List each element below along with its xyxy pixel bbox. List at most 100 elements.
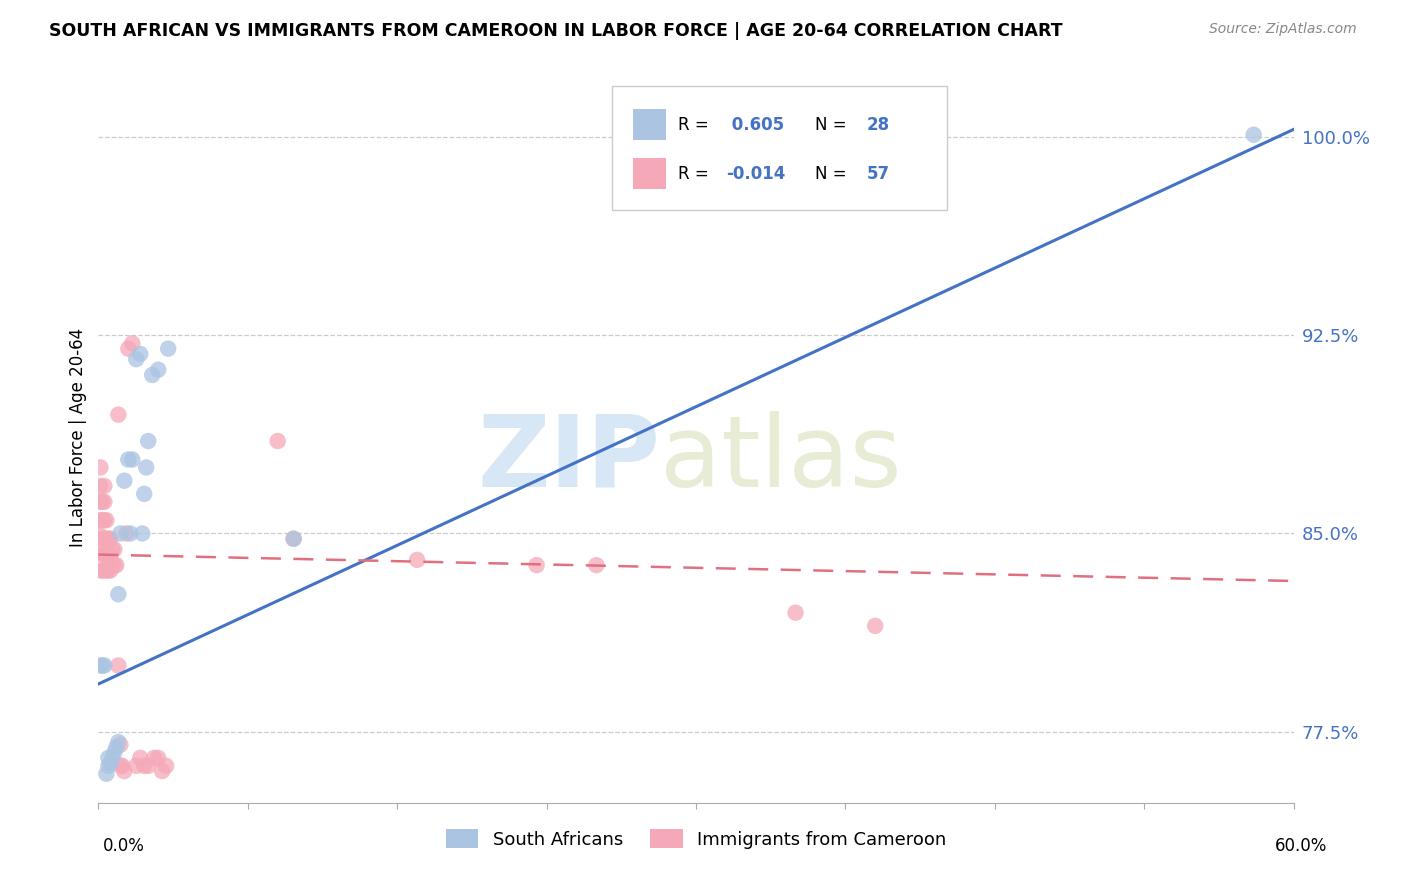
Text: SOUTH AFRICAN VS IMMIGRANTS FROM CAMEROON IN LABOR FORCE | AGE 20-64 CORRELATION: SOUTH AFRICAN VS IMMIGRANTS FROM CAMEROO…	[49, 22, 1063, 40]
Point	[96, 532, 118, 546]
Point	[93, 548, 115, 562]
Point	[91, 532, 114, 546]
Point	[111, 759, 134, 773]
Point	[125, 759, 148, 773]
Point	[105, 558, 128, 573]
Point	[103, 542, 125, 557]
Point	[93, 532, 115, 546]
Point	[98, 756, 122, 771]
Point	[91, 563, 114, 577]
Point	[112, 764, 135, 778]
Point	[98, 532, 122, 546]
Text: 60.0%: 60.0%	[1275, 837, 1327, 855]
Text: atlas: atlas	[661, 410, 901, 508]
Point	[148, 751, 170, 765]
Point	[89, 529, 111, 543]
Point	[267, 434, 290, 448]
Bar	[633, 110, 666, 140]
Text: -0.014: -0.014	[725, 165, 785, 183]
Point	[129, 751, 152, 765]
FancyBboxPatch shape	[613, 86, 948, 211]
Point	[526, 558, 548, 573]
Point	[96, 563, 118, 577]
Text: Source: ZipAtlas.com: Source: ZipAtlas.com	[1209, 22, 1357, 37]
Point	[117, 342, 139, 356]
Text: R =: R =	[678, 165, 714, 183]
Point	[117, 452, 139, 467]
Text: 28: 28	[868, 116, 890, 134]
Point	[135, 460, 157, 475]
Point	[101, 542, 124, 557]
Point	[89, 495, 111, 509]
Point	[98, 548, 122, 562]
Point	[107, 735, 129, 749]
Point	[89, 545, 111, 559]
Point	[141, 368, 163, 382]
Point	[110, 526, 132, 541]
Point	[97, 759, 120, 773]
Point	[93, 658, 115, 673]
Point	[89, 479, 111, 493]
Point	[91, 513, 114, 527]
Point	[91, 495, 114, 509]
Point	[93, 495, 115, 509]
Point	[150, 764, 173, 778]
Point	[89, 513, 111, 527]
Point	[115, 526, 138, 541]
Point	[96, 513, 118, 527]
Text: 57: 57	[868, 165, 890, 183]
Y-axis label: In Labor Force | Age 20-64: In Labor Force | Age 20-64	[69, 327, 87, 547]
Point	[585, 558, 607, 573]
Point	[134, 759, 156, 773]
Bar	[633, 159, 666, 189]
Point	[283, 532, 305, 546]
Point	[134, 487, 156, 501]
Text: ZIP: ZIP	[477, 410, 661, 508]
Point	[155, 759, 177, 773]
Point	[105, 740, 128, 755]
Point	[96, 766, 118, 780]
Point	[120, 526, 142, 541]
Point	[97, 751, 120, 765]
Point	[107, 658, 129, 673]
Legend: South Africans, Immigrants from Cameroon: South Africans, Immigrants from Cameroon	[439, 822, 953, 856]
Point	[101, 558, 124, 573]
Point	[1243, 128, 1265, 142]
Point	[93, 513, 115, 527]
Point	[157, 342, 180, 356]
Text: 0.0%: 0.0%	[103, 837, 145, 855]
Point	[89, 658, 111, 673]
Point	[136, 434, 159, 448]
Point	[97, 548, 120, 562]
Point	[93, 479, 115, 493]
Point	[97, 532, 120, 546]
Point	[107, 408, 129, 422]
Point	[121, 452, 143, 467]
Point	[110, 759, 132, 773]
Text: N =: N =	[815, 165, 852, 183]
Text: N =: N =	[815, 116, 852, 134]
Point	[283, 532, 305, 546]
Point	[89, 460, 111, 475]
Point	[110, 738, 132, 752]
Point	[129, 347, 152, 361]
Point	[91, 548, 114, 562]
Point	[125, 352, 148, 367]
Point	[143, 751, 166, 765]
Text: 0.605: 0.605	[725, 116, 785, 134]
Point	[785, 606, 807, 620]
Point	[148, 363, 170, 377]
Point	[98, 563, 122, 577]
Point	[136, 759, 159, 773]
Point	[103, 558, 125, 573]
Point	[121, 336, 143, 351]
Point	[96, 548, 118, 562]
Point	[865, 619, 887, 633]
Point	[101, 751, 124, 765]
Point	[91, 658, 114, 673]
Point	[93, 563, 115, 577]
Point	[89, 563, 111, 577]
Point	[131, 526, 153, 541]
Point	[112, 474, 135, 488]
Point	[107, 587, 129, 601]
